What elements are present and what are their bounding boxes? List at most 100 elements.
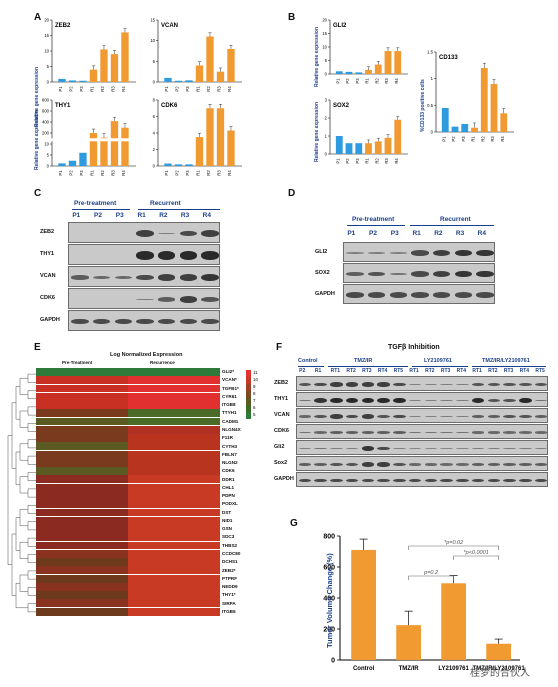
blot-strip xyxy=(68,266,220,287)
bar xyxy=(355,72,363,74)
blot-band xyxy=(345,462,359,467)
x-tick-label: R4 xyxy=(227,86,232,92)
blot-band xyxy=(71,318,89,325)
heatmap-gene-label: THY1* xyxy=(222,592,236,598)
lane-label: P3 xyxy=(115,212,124,219)
blot-band xyxy=(433,270,451,278)
heatmap-gene-label: TTYH1 xyxy=(222,410,237,416)
blot-band xyxy=(534,447,548,450)
heatmap-row xyxy=(36,582,220,591)
blot-band xyxy=(424,383,438,386)
blot-band xyxy=(345,414,359,419)
blot-band xyxy=(424,399,438,402)
bar xyxy=(164,163,172,166)
blot-band xyxy=(158,318,176,325)
y-tick-label: 6 xyxy=(153,114,156,119)
heatmap-row xyxy=(36,508,220,517)
bar xyxy=(216,71,225,82)
heatmap-gene-label: DDR1 xyxy=(222,476,235,482)
heatmap-cell-rec xyxy=(128,442,220,451)
bar xyxy=(355,143,363,154)
bar-chart-vcan: 0 5 10 15 VCAN P1 P2 P3 R1 R2 R3 R4 xyxy=(150,18,242,92)
significance-bracket xyxy=(453,555,499,560)
panel-letter-d: D xyxy=(288,188,296,199)
lane-label: RT3 xyxy=(440,368,451,374)
panel-f-title: TGFβ Inhibition xyxy=(388,344,440,351)
y-tick-label: 5 xyxy=(153,59,156,64)
blot-band xyxy=(136,251,154,260)
blot-band xyxy=(389,272,407,276)
scale-swatch xyxy=(246,370,251,377)
heatmap-gene-label: ITGB8 xyxy=(222,402,236,408)
x-tick-label: R3 xyxy=(384,78,389,84)
heatmap-row xyxy=(36,450,220,459)
blot-band xyxy=(201,318,219,325)
heatmap-cell-pre xyxy=(36,467,128,476)
blot-band xyxy=(471,463,485,466)
significance-bracket xyxy=(408,575,454,580)
heatmap-gene-label: F11R xyxy=(222,435,233,441)
lane-label: R4 xyxy=(202,212,211,219)
lane-label: P2 xyxy=(299,368,306,374)
blot-band xyxy=(456,478,469,483)
bar xyxy=(68,80,77,82)
blot-band xyxy=(503,478,516,483)
heatmap-gene-label: PTPRF xyxy=(222,575,238,581)
blot-band xyxy=(503,431,516,434)
blot-band xyxy=(330,382,343,387)
blot-row-label: THY1 xyxy=(40,251,55,257)
heatmap-row xyxy=(36,516,220,525)
blot-band xyxy=(136,298,154,301)
heatmap-row xyxy=(36,475,220,484)
bar xyxy=(374,141,382,154)
bar xyxy=(365,143,372,154)
heatmap-row xyxy=(36,541,220,550)
panel-a-ylabel-top: Relative gene expression xyxy=(34,67,40,127)
heatmap-gene-label: CYTH3 xyxy=(222,443,238,449)
blot-strip xyxy=(68,310,220,331)
heatmap-cell-rec xyxy=(128,417,220,426)
heatmap-gene-label: THBS2 xyxy=(222,542,238,548)
bar xyxy=(374,64,382,74)
y-tick-label: 20 xyxy=(322,18,327,23)
blot-band xyxy=(471,478,485,483)
x-tick-label: P1 xyxy=(335,158,340,164)
blot-band xyxy=(487,463,501,466)
blot-band xyxy=(136,230,154,237)
bar xyxy=(79,152,87,166)
y-tick-label: 600 xyxy=(42,109,50,114)
panel-e-title: Log Normalized Expression xyxy=(110,352,183,358)
x-tick-label: P1 xyxy=(164,170,169,176)
blot-row-label: Gli2 xyxy=(274,444,285,450)
scale-label: 7 xyxy=(253,398,256,403)
y-tick-label: 4 xyxy=(153,131,156,136)
blot-band xyxy=(424,447,438,450)
lane-label: RT4 xyxy=(519,368,530,374)
blot-band xyxy=(136,318,154,325)
panel-e-dendrogram xyxy=(7,373,36,613)
blot-band xyxy=(298,399,312,402)
y-tick-label: 200 xyxy=(42,131,50,136)
blot-band xyxy=(408,399,422,402)
panel-a-ylabel-bottom: Relative gene expression xyxy=(34,110,40,170)
blot-band xyxy=(408,463,422,466)
blot-band xyxy=(487,431,501,434)
heatmap-cell-rec xyxy=(128,500,220,509)
x-tick-label: P2 xyxy=(68,170,73,176)
bar xyxy=(89,133,98,166)
blot-band xyxy=(201,230,219,237)
blot-strip xyxy=(68,222,220,243)
y-tick-label: 800 xyxy=(42,98,50,103)
heatmap-cell-rec xyxy=(128,533,220,542)
blot-band xyxy=(330,447,343,450)
blot-band xyxy=(136,274,154,281)
heatmap-cell-pre xyxy=(36,417,128,426)
x-tick-label: P2 xyxy=(68,86,73,92)
panel-b-ylabel-cd133-text: %CD133 positive cells xyxy=(420,79,426,132)
heatmap-cell-rec xyxy=(128,566,220,575)
panel-letter-a: A xyxy=(34,12,42,23)
heatmap-cell-rec xyxy=(128,425,220,434)
heatmap-row xyxy=(36,376,220,385)
blot-band xyxy=(454,270,473,278)
